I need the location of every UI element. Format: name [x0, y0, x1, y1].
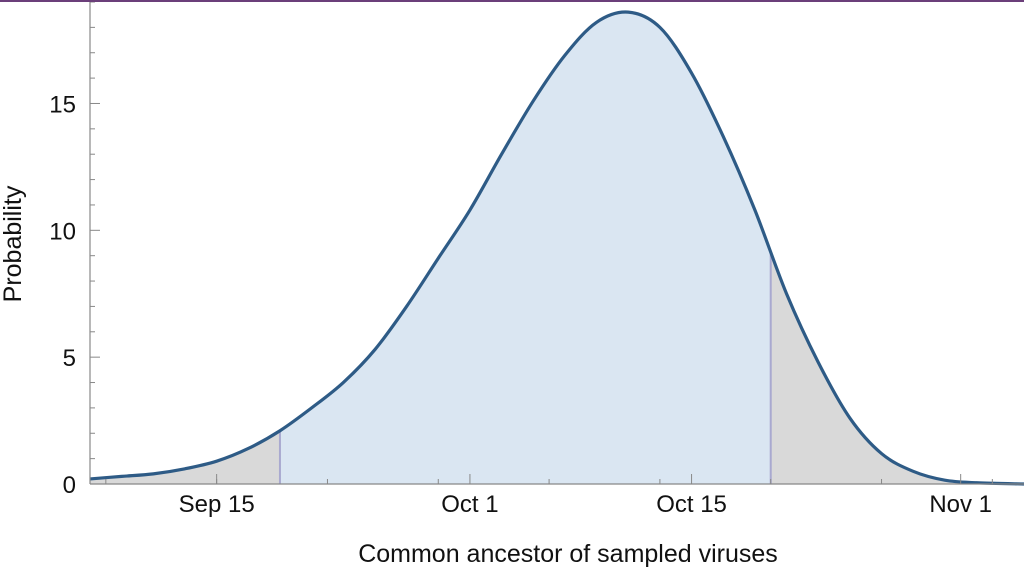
- x-tick-label: Oct 15: [656, 491, 727, 518]
- tail-areas: [90, 252, 1024, 484]
- x-axis-title: Common ancestor of sampled viruses: [358, 540, 778, 568]
- y-tick-label: 10: [49, 218, 76, 245]
- y-axis-title: Probability: [0, 185, 27, 302]
- right-tail-area: [770, 252, 1024, 484]
- density-marks: [89, 10, 1024, 486]
- y-tick-label: 15: [49, 91, 76, 118]
- density-curve: [89, 10, 1024, 486]
- left-tail-area: [90, 430, 280, 484]
- x-tick-label: Nov 1: [929, 491, 992, 518]
- axes: [89, 2, 1024, 485]
- interval-fill-area: [279, 12, 771, 484]
- y-tick-label: 5: [63, 345, 76, 372]
- y-tick-label: 0: [63, 472, 76, 499]
- interval-area: [278, 12, 772, 484]
- x-tick-label: Oct 1: [441, 491, 498, 518]
- x-tick-label: Sep 15: [179, 491, 255, 518]
- labels: 0 5 10 15 Sep 15 Oct 1 Oct 15 Nov 1 Common ances…: [0, 91, 992, 568]
